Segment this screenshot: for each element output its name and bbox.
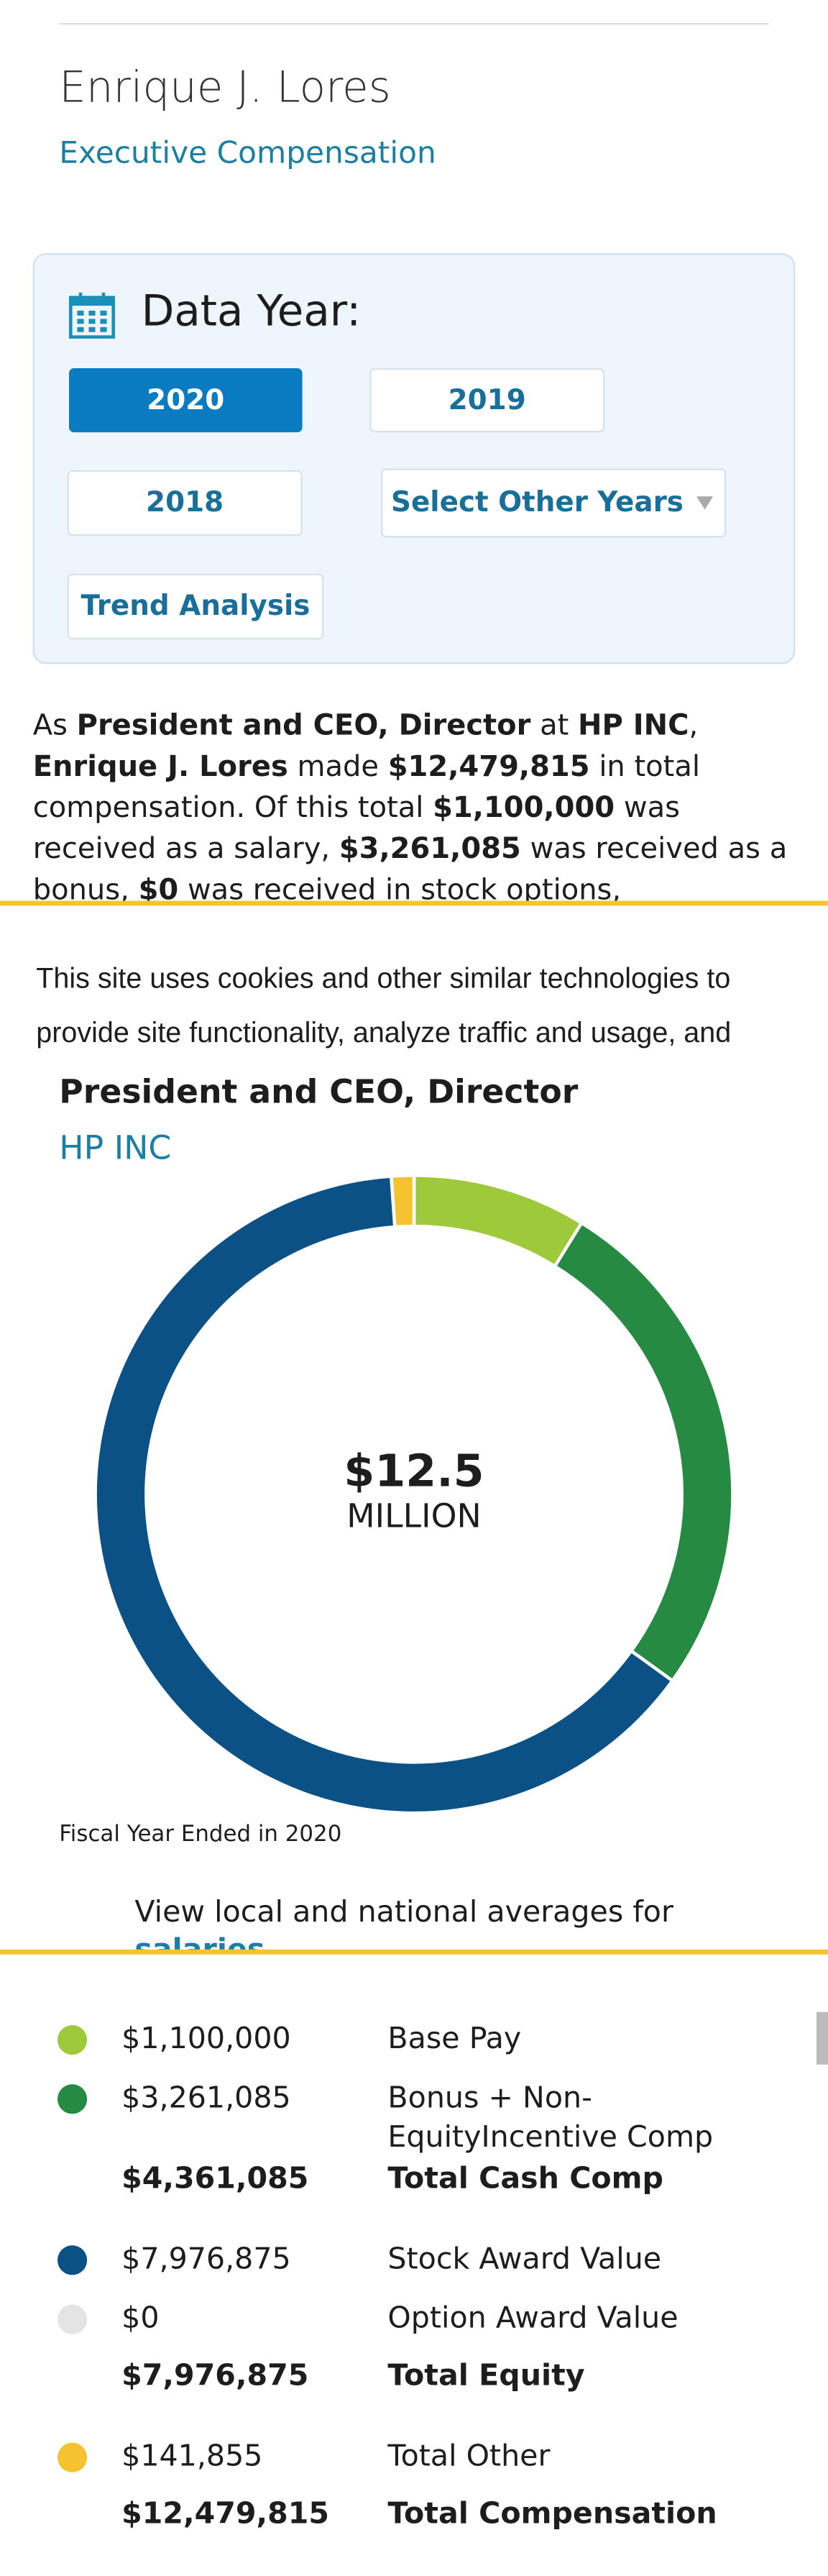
- calendar-icon: [68, 292, 115, 339]
- intro-segment: President and CEO, Director: [76, 710, 531, 744]
- legend-amount: $0: [121, 2301, 160, 2336]
- total-amount: $7,976,875: [121, 2358, 309, 2393]
- legend-swatch: [57, 2304, 88, 2334]
- total-amount: $4,361,085: [121, 2161, 309, 2196]
- total-label: Total Compensation: [387, 2496, 717, 2531]
- button-text: 2020: [147, 383, 225, 417]
- intro-segment: at: [530, 710, 579, 744]
- button-text: Trend Analysis: [80, 590, 310, 624]
- legend-label: Stock Award Value: [387, 2242, 662, 2277]
- legend-label: Option Award Value: [387, 2301, 678, 2336]
- year-button[interactable]: 2018: [67, 470, 303, 536]
- intro-segment: HP INC: [578, 710, 689, 744]
- averages-text: View local and national averages for: [134, 1895, 673, 1930]
- chart-subtitle[interactable]: HP INC: [59, 1127, 172, 1167]
- year-button[interactable]: Select Other Years: [381, 468, 727, 538]
- legend-amount: $7,976,875: [121, 2242, 291, 2277]
- legend-amount: $1,100,000: [121, 2022, 291, 2057]
- intro-segment: made: [288, 751, 388, 785]
- intro-segment: Enrique J. Lores: [32, 751, 288, 785]
- legend-amount: $141,855: [121, 2439, 263, 2474]
- center-unit: MILLION: [346, 1497, 481, 1535]
- cookie-banner-2: [0, 1949, 828, 2017]
- donut-slice: [93, 1174, 675, 1815]
- intro-segment: ,: [689, 710, 699, 744]
- donut-slice: [412, 1173, 584, 1269]
- subtitle[interactable]: Executive Compensation: [59, 136, 436, 171]
- total-amount: $12,479,815: [121, 2496, 330, 2531]
- data-year-label: Data Year:: [141, 287, 362, 337]
- legend-label: Total Other: [387, 2439, 551, 2474]
- cookie-banner: This site uses cookies and other similar…: [0, 900, 828, 1067]
- intro-segment: $1,100,000: [433, 792, 615, 826]
- legend-swatch: [57, 2245, 88, 2275]
- scrollbar: [816, 2011, 828, 2065]
- cookie-text: This site uses cookies and other similar…: [36, 962, 732, 1049]
- intro-segment: As: [32, 710, 77, 744]
- legend-amount: $3,261,085: [121, 2081, 291, 2116]
- legend-swatch: [57, 2442, 88, 2472]
- donut-slice: [552, 1220, 735, 1684]
- year-button[interactable]: 2019: [369, 367, 605, 433]
- button-text: 2018: [146, 486, 224, 520]
- intro-segment: was received as a bonus,: [32, 833, 788, 901]
- exec-name: Enrique J. Lores: [59, 64, 391, 114]
- dropdown-arrow: [696, 496, 714, 510]
- legend-label: Base Pay: [387, 2022, 522, 2057]
- intro-segment: was received as a salary,: [32, 792, 680, 867]
- year-button[interactable]: 2020: [68, 367, 303, 433]
- total-label: Total Equity: [387, 2358, 585, 2393]
- legend-label: Bonus + Non-EquityIncentive Comp: [387, 2081, 714, 2155]
- intro-segment: $3,261,085: [339, 833, 521, 867]
- intro-segment: was received in stock options,: [178, 874, 622, 901]
- intro-segment: $12,479,815: [387, 751, 590, 785]
- year-button[interactable]: Trend Analysis: [67, 573, 324, 640]
- total-label: Total Cash Comp: [387, 2161, 663, 2196]
- legend-swatch: [57, 2084, 88, 2114]
- button-text: 2019: [448, 383, 526, 417]
- footnote: Fiscal Year Ended in 2020: [59, 1821, 342, 1848]
- intro-segment: $0: [138, 874, 179, 901]
- button-text: Select Other Years: [390, 486, 684, 520]
- divider: [59, 22, 769, 25]
- intro-segment: in total compensation. Of this total: [32, 751, 700, 826]
- chart-title: President and CEO, Director: [59, 1072, 579, 1112]
- center-value: $12.5: [344, 1445, 484, 1497]
- donut-slice: [389, 1173, 416, 1229]
- legend-swatch: [57, 2024, 88, 2055]
- intro-text: As President and CEO, Director at HP INC…: [32, 707, 802, 901]
